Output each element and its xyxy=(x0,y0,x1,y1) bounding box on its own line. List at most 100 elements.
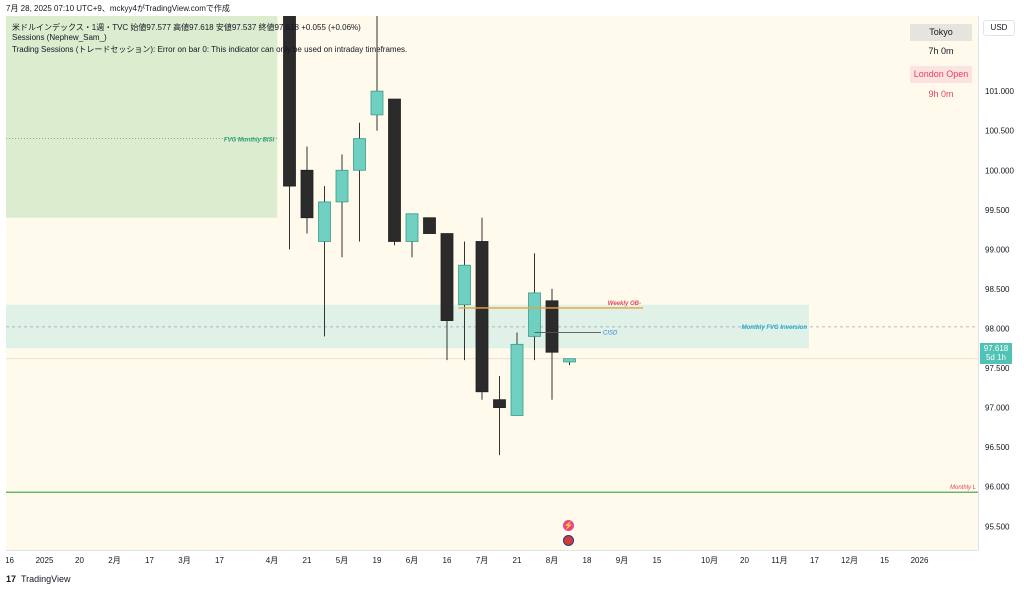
time-axis-labels: 16 2025 20 2月 17 3月 17 4月 21 5月 19 6月 16 7月 21 8月 18 9月 15… xyxy=(5,556,929,565)
price-tick-label: 99.500 xyxy=(985,206,1010,215)
time-tick-label: 17 xyxy=(215,556,224,565)
candle-body xyxy=(528,292,541,337)
candle-12 xyxy=(493,375,506,456)
time-tick-label: 20 xyxy=(75,556,84,565)
time-tick-label: 9月 xyxy=(616,556,628,565)
fvg-monthly-zone xyxy=(6,16,278,218)
price-tick-label: 100.000 xyxy=(985,166,1014,175)
time-tick-label: 8月 xyxy=(546,556,558,565)
currency-button[interactable]: USD xyxy=(983,20,1015,36)
time-axis[interactable]: 16 2025 20 2月 17 3月 17 4月 21 5月 19 6月 16 7月 21 8月 18 9月 15… xyxy=(5,550,978,569)
price-tick-label: 97.500 xyxy=(985,364,1010,373)
time-tick-label: 19 xyxy=(373,556,382,565)
session-london-label: London Open xyxy=(910,66,972,83)
price-tick-label: 100.500 xyxy=(985,127,1014,136)
candle-body xyxy=(493,399,506,409)
time-tick-label: 16 xyxy=(443,556,452,565)
candle-body xyxy=(458,264,471,306)
candle-1 xyxy=(300,146,314,234)
time-tick-label: 17 xyxy=(810,556,819,565)
candle-9 xyxy=(440,233,454,361)
time-tick-label: 11月 xyxy=(771,556,787,565)
candle-body xyxy=(370,90,384,116)
bar-countdown: 5d 1h xyxy=(985,353,1007,362)
candle-body xyxy=(388,98,401,242)
monthly-fvg-inversion-label: Monthly FVG Inversion xyxy=(742,325,808,331)
events-flash-icon[interactable]: ⚡ xyxy=(563,520,574,531)
candle-body xyxy=(335,169,349,203)
time-tick-label: 2026 xyxy=(911,556,929,565)
candle-body xyxy=(563,358,576,363)
candle-body xyxy=(545,300,559,353)
chart-info-text: 7月 28, 2025 07:10 UTC+9、mckyy4がTradingVi… xyxy=(6,4,230,13)
price-tick-label: 98.000 xyxy=(985,324,1010,333)
price-tick-label: 96.500 xyxy=(985,443,1010,452)
events-flag-icon[interactable] xyxy=(563,535,574,546)
time-tick-label: 15 xyxy=(653,556,662,565)
brand-name: TradingView xyxy=(21,574,71,584)
last-price-value: 97.618 xyxy=(983,344,1009,353)
candle-5 xyxy=(370,16,384,131)
candle-14 xyxy=(528,253,541,361)
candle-11 xyxy=(475,217,489,400)
candle-16 xyxy=(563,358,576,366)
time-tick-label: 2月 xyxy=(108,556,120,565)
time-tick-label: 17 xyxy=(145,556,154,565)
indicator-error-legend[interactable]: Trading Sessions (トレードセッション): Error on b… xyxy=(12,45,408,54)
time-tick-label: 15 xyxy=(880,556,889,565)
sessions-legend[interactable]: Sessions (Nephew_Sam_) xyxy=(12,33,107,42)
price-axis-labels: 101.000 100.500 100.000 99.500 99.000 98.500 9… xyxy=(985,87,1014,531)
time-tick-label: 5月 xyxy=(336,556,348,565)
fvg-monthly-label: FVG Monthly BISI xyxy=(224,138,275,144)
time-tick-label: 4月 xyxy=(266,556,278,565)
candle-0 xyxy=(283,16,296,250)
candle-7 xyxy=(405,213,419,258)
candle-3 xyxy=(335,154,349,258)
candle-body xyxy=(353,138,366,171)
candle-2 xyxy=(318,186,331,337)
top-info-bar: 7月 28, 2025 07:10 UTC+9、mckyy4がTradingVi… xyxy=(0,0,1024,16)
candle-body xyxy=(510,343,524,416)
candle-body xyxy=(405,213,419,242)
candle-15 xyxy=(545,288,559,400)
candle-10 xyxy=(458,241,471,361)
price-axis[interactable]: 101.000 100.500 100.000 99.500 99.000 98.500 9… xyxy=(978,16,1024,550)
symbol-legend[interactable]: 米ドルインデックス・1週・TVC 始値97.577 高値97.618 安値97.… xyxy=(12,23,361,32)
session-tokyo-label: Tokyo xyxy=(910,24,972,41)
time-tick-label: 16 xyxy=(6,556,14,565)
time-tick-label: 3月 xyxy=(178,556,190,565)
candle-body xyxy=(440,233,454,321)
last-price-tag: 97.618 5d 1h xyxy=(980,343,1012,364)
candle-body xyxy=(300,169,314,219)
time-tick-label: 12月 xyxy=(841,556,858,565)
time-tick-label: 18 xyxy=(583,556,592,565)
time-tick-label: 2025 xyxy=(36,556,54,565)
time-tick-label: 20 xyxy=(740,556,749,565)
session-london-time: 9h 0m xyxy=(928,89,954,99)
candle-body xyxy=(475,241,489,393)
price-tick-label: 99.000 xyxy=(985,245,1010,254)
cisd-label: CISD xyxy=(603,330,618,336)
candle-13 xyxy=(510,332,524,416)
candle-4 xyxy=(353,122,366,242)
candle-body xyxy=(283,16,296,187)
candle-body xyxy=(318,201,331,242)
chart-plot-area[interactable]: FVG Monthly BISI Monthly FVG Inversion Mon… xyxy=(6,16,978,550)
candlestick-chart[interactable]: FVG Monthly BISI Monthly FVG Inversion Mon… xyxy=(6,16,978,550)
time-tick-label: 7月 xyxy=(476,556,488,565)
time-tick-label: 21 xyxy=(513,556,522,565)
session-tokyo-time: 7h 0m xyxy=(928,46,954,56)
monthly-low-label: Monthly L xyxy=(950,485,976,491)
price-tick-label: 101.000 xyxy=(985,87,1014,96)
candle-8 xyxy=(423,217,436,234)
weekly-ob-label: Weekly OB- xyxy=(608,301,641,307)
candle-6 xyxy=(388,98,401,246)
price-tick-label: 96.000 xyxy=(985,483,1010,492)
time-tick-label: 6月 xyxy=(406,556,418,565)
time-tick-label: 10月 xyxy=(701,556,718,565)
tradingview-logo-icon: 17 xyxy=(6,574,17,584)
time-tick-label: 21 xyxy=(303,556,312,565)
price-tick-label: 95.500 xyxy=(985,522,1010,531)
candle-body xyxy=(423,217,436,234)
footer-bar: 17 TradingView xyxy=(0,568,1024,590)
